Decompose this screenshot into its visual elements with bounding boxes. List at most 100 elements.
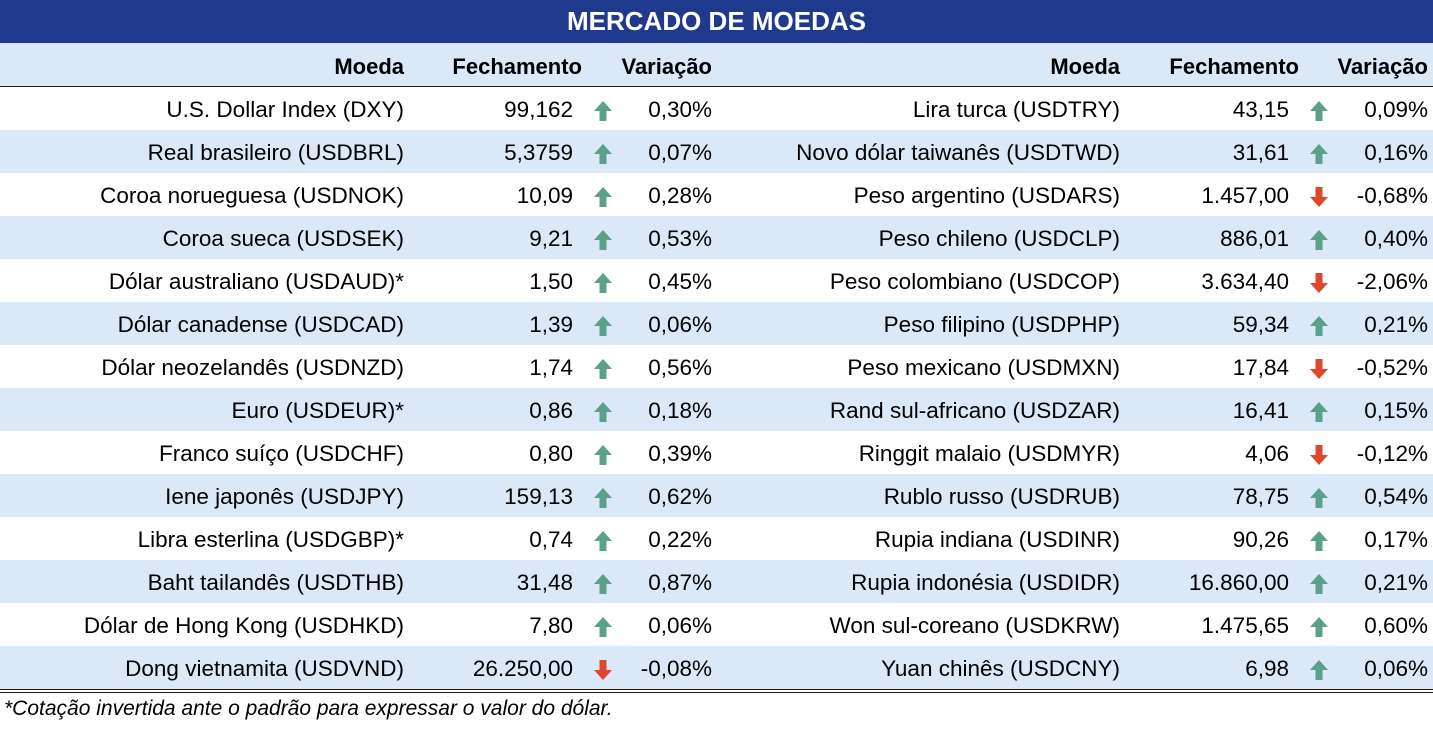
arrow-up-icon [1310,531,1328,551]
arrow-up-icon [594,187,612,207]
right-header-variacao: Variação [1337,54,1428,79]
right-closing-value: 90,26 [1232,527,1289,552]
arrow-down-icon [1310,187,1328,207]
left-currency-name: Dólar neozelandês (USDNZD) [101,355,404,380]
left-change-percent: 0,28% [648,183,712,208]
arrow-up-icon [594,359,612,379]
arrow-up-icon [594,402,612,422]
right-currency-name: Rand sul-africano (USDZAR) [829,398,1120,423]
left-currency-name: Dólar de Hong Kong (USDHKD) [83,613,404,638]
right-change-percent: -0,12% [1356,441,1428,466]
column-header-row: Moeda Fechamento Variação Moeda Fechamen… [0,43,1433,87]
left-change-percent: 0,56% [648,355,712,380]
left-change-percent: 0,87% [648,570,712,595]
arrow-up-icon [1310,574,1328,594]
left-closing-value: 0,80 [529,441,573,466]
right-header-fechamento: Fechamento [1169,54,1299,79]
arrow-up-icon [594,273,612,293]
table-row: Iene japonês (USDJPY) 159,13 0,62% Rublo ru… [0,474,1433,517]
arrow-up-icon [1310,660,1328,680]
table-bottom-rule [0,689,1433,690]
left-change-percent: 0,06% [648,613,712,638]
left-change-percent: 0,07% [648,140,712,165]
right-change-percent: 0,40% [1364,226,1428,251]
footnote: *Cotação invertida ante o padrão para ex… [4,697,613,720]
right-change-percent: 0,06% [1364,656,1428,681]
right-closing-value: 17,84 [1232,355,1289,380]
right-change-percent: -0,52% [1356,355,1428,380]
right-header-moeda: Moeda [1050,54,1120,79]
left-currency-name: Baht tailandês (USDTHB) [147,570,404,595]
right-change-percent: 0,21% [1364,312,1428,337]
left-currency-name: Dong vietnamita (USDVND) [125,656,404,681]
left-closing-value: 0,74 [529,527,573,552]
table-row: Coroa sueca (USDSEK) 9,21 0,53% Peso chilen… [0,216,1433,259]
left-change-percent: 0,62% [648,484,712,509]
table-bottom-rule-double [0,692,1433,693]
left-change-percent: 0,06% [648,312,712,337]
right-closing-value: 16,41 [1232,398,1289,423]
arrow-up-icon [594,101,612,121]
left-currency-name: Iene japonês (USDJPY) [165,484,404,509]
left-header-fechamento: Fechamento [452,54,582,79]
left-change-percent: -0,08% [640,656,712,681]
left-closing-value: 99,162 [504,97,573,122]
left-closing-value: 159,13 [504,484,573,509]
right-change-percent: 0,54% [1364,484,1428,509]
right-closing-value: 1.475,65 [1201,613,1289,638]
left-header-variacao: Variação [621,54,712,79]
arrow-up-icon [594,144,612,164]
table-row: U.S. Dollar Index (DXY) 99,162 0,30% Lira t… [0,87,1433,130]
right-currency-name: Ringgit malaio (USDMYR) [858,441,1120,466]
arrow-up-icon [594,531,612,551]
table-row: Dólar de Hong Kong (USDHKD) 7,80 0,06% Won … [0,603,1433,646]
right-change-percent: 0,17% [1364,527,1428,552]
right-change-percent: 0,16% [1364,140,1428,165]
left-currency-name: Euro (USDEUR)* [231,398,404,423]
table-row: Euro (USDEUR)* 0,86 0,18% Rand sul-africano… [0,388,1433,431]
right-currency-name: Yuan chinês (USDCNY) [881,656,1120,681]
table-row: Libra esterlina (USDGBP)* 0,74 0,22% Rupia … [0,517,1433,560]
right-currency-name: Peso chileno (USDCLP) [878,226,1120,251]
left-closing-value: 1,39 [529,312,573,337]
table-row: Baht tailandês (USDTHB) 31,48 0,87% Rupia i… [0,560,1433,603]
right-currency-name: Peso mexicano (USDMXN) [847,355,1120,380]
left-currency-name: Libra esterlina (USDGBP)* [137,527,404,552]
right-currency-name: Rublo russo (USDRUB) [883,484,1120,509]
right-closing-value: 16.860,00 [1188,570,1289,595]
right-closing-value: 43,15 [1232,97,1289,122]
left-change-percent: 0,39% [648,441,712,466]
right-currency-name: Novo dólar taiwanês (USDTWD) [796,140,1120,165]
left-change-percent: 0,18% [648,398,712,423]
right-change-percent: -0,68% [1356,183,1428,208]
left-change-percent: 0,53% [648,226,712,251]
arrow-up-icon [1310,101,1328,121]
table-row: Dólar australiano (USDAUD)* 1,50 0,45% Peso… [0,259,1433,302]
right-closing-value: 4,06 [1245,441,1289,466]
left-closing-value: 10,09 [516,183,573,208]
left-currency-name: U.S. Dollar Index (DXY) [166,97,404,122]
left-change-percent: 0,30% [648,97,712,122]
right-closing-value: 59,34 [1232,312,1289,337]
left-closing-value: 1,74 [529,355,573,380]
right-currency-name: Won sul-coreano (USDKRW) [829,613,1120,638]
right-currency-name: Peso filipino (USDPHP) [883,312,1120,337]
right-change-percent: 0,15% [1364,398,1428,423]
arrow-up-icon [1310,316,1328,336]
arrow-down-icon [1310,445,1328,465]
left-closing-value: 0,86 [529,398,573,423]
right-change-percent: -2,06% [1356,269,1428,294]
table-row: Franco suíço (USDCHF) 0,80 0,39% Ringgit ma… [0,431,1433,474]
arrow-up-icon [1310,402,1328,422]
arrow-up-icon [1310,230,1328,250]
left-currency-name: Dólar australiano (USDAUD)* [108,269,404,294]
right-change-percent: 0,21% [1364,570,1428,595]
right-change-percent: 0,09% [1364,97,1428,122]
arrow-up-icon [1310,488,1328,508]
arrow-up-icon [594,316,612,336]
table-row: Dólar canadense (USDCAD) 1,39 0,06% Peso fi… [0,302,1433,345]
table-row: Dong vietnamita (USDVND) 26.250,00 -0,08% Y… [0,646,1433,689]
arrow-down-icon [594,660,612,680]
right-currency-name: Lira turca (USDTRY) [912,97,1120,122]
left-closing-value: 26.250,00 [472,656,573,681]
